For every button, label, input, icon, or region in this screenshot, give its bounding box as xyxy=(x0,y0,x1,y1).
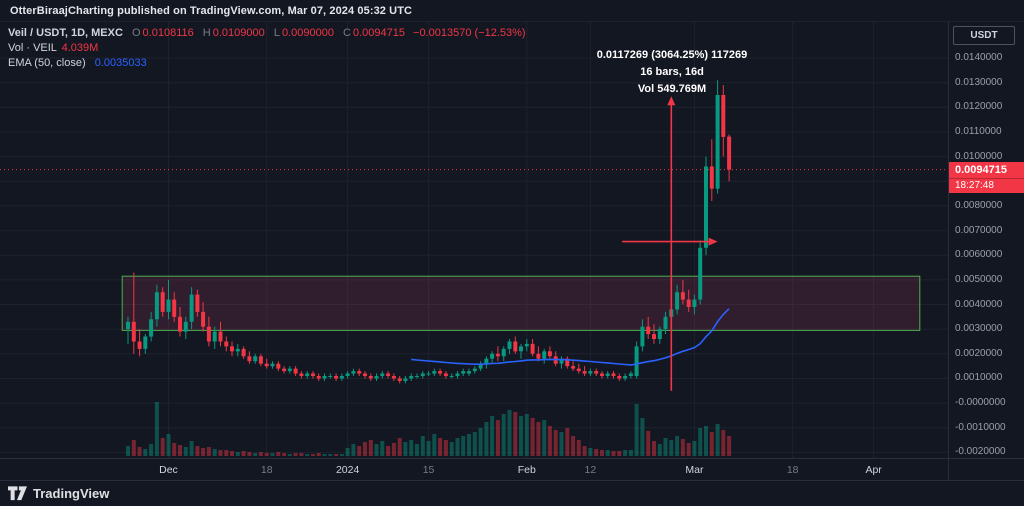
time-tick-label: Feb xyxy=(517,464,536,476)
close-value: 0.0094715 xyxy=(352,27,405,39)
currency-toggle-button[interactable]: USDT xyxy=(953,26,1015,45)
price-tick-label: 0.0010000 xyxy=(955,372,1003,384)
time-tick-label: 12 xyxy=(584,464,597,476)
candles xyxy=(126,80,732,384)
time-axis[interactable]: Dec 18 2024 15 Feb 12 Mar 18 Apr xyxy=(0,0,948,480)
measure-volume: Vol 549.769M xyxy=(637,83,707,95)
price-tick-label: 0.0130000 xyxy=(955,76,1003,88)
price-tick-label: 0.0060000 xyxy=(955,249,1003,261)
price-tick-label: 0.0110000 xyxy=(955,125,1002,137)
measure-bars-count: 16 bars, 16d xyxy=(640,66,704,78)
last-price-value: 0.0094715 xyxy=(955,163,1007,176)
price-tick-label: 0.0030000 xyxy=(955,323,1003,335)
price-tick-label: 0.0070000 xyxy=(955,224,1003,236)
price-tick-label: 0.0140000 xyxy=(955,52,1003,63)
price-tick-label: 0.0120000 xyxy=(955,101,1003,113)
price-tick-label: -0.0020000 xyxy=(955,446,1006,458)
tradingview-wordmark[interactable]: TradingView xyxy=(33,486,110,501)
measure-arrow xyxy=(667,96,676,391)
volume-bars xyxy=(126,402,732,456)
price-tick-label: 0.0080000 xyxy=(955,199,1003,211)
time-tick-label: Dec xyxy=(159,464,178,476)
volume-indicator-row[interactable]: Vol · VEIL 4.039M xyxy=(8,42,526,54)
price-tick-label: 0.0040000 xyxy=(955,298,1003,310)
price-tick-label: 0.0050000 xyxy=(955,273,1003,285)
rectangle-drawing xyxy=(121,275,921,331)
time-tick-label: 18 xyxy=(260,464,273,476)
time-axis-divider xyxy=(0,458,1024,459)
symbol-row[interactable]: Veil / USDT, 1D, MEXC O 0.0108116 H 0.0109… xyxy=(8,27,526,39)
ema-label: EMA (50, close) xyxy=(8,57,86,69)
last-price-badge: 0.0094715 18:27:48 xyxy=(949,161,1024,193)
open-value: 0.0108116 xyxy=(142,27,194,39)
horizontal-arrow xyxy=(622,237,718,246)
price-tick-label: -0.0000000 xyxy=(955,397,1006,409)
bar-countdown: 18:27:48 xyxy=(949,177,1024,193)
low-label: L xyxy=(273,27,280,39)
price-tick-label: 0.0100000 xyxy=(955,150,1003,162)
publish-info: OtterBiraajCharting published on Trading… xyxy=(10,4,413,17)
high-label: H xyxy=(202,27,211,39)
price-tick-label: 0.0020000 xyxy=(955,347,1003,359)
time-tick-label: Mar xyxy=(685,464,704,476)
price-tick-label: -0.0010000 xyxy=(955,421,1006,433)
measure-annotation[interactable]: 0.0117269 (3064.25%) 117269 16 bars, 16d… xyxy=(597,47,747,98)
publish-header: OtterBiraajCharting published on Trading… xyxy=(0,0,1024,22)
high-value: 0.0109000 xyxy=(212,27,265,39)
time-tick-label: 15 xyxy=(422,464,435,476)
footer-bar: TradingView xyxy=(0,480,1024,506)
ema-value: 0.0035033 xyxy=(94,57,147,69)
measure-price-change: 0.0117269 (3064.25%) 117269 xyxy=(596,49,748,61)
time-tick-label: 2024 xyxy=(335,464,360,476)
price-axis[interactable]: 0.0140000 0.0130000 0.0120000 0.0110000 0.01… xyxy=(955,0,1023,480)
ema-line xyxy=(411,308,730,366)
close-label: C xyxy=(343,27,351,39)
volume-label: Vol · VEIL xyxy=(8,42,57,54)
low-value: 0.0090000 xyxy=(281,27,334,39)
change-value: −0.0013570 (−12.53%) xyxy=(413,27,526,39)
time-tick-label: Apr xyxy=(865,464,882,476)
time-tick-label: 18 xyxy=(786,464,799,476)
price-axis-divider xyxy=(948,22,949,480)
ema-indicator-row[interactable]: EMA (50, close) 0.0035033 xyxy=(8,57,526,69)
volume-value: 4.039M xyxy=(61,42,99,54)
symbol-title: Veil / USDT, 1D, MEXC xyxy=(8,27,123,39)
tradingview-logo-icon[interactable] xyxy=(8,486,27,501)
chart-legend: Veil / USDT, 1D, MEXC O 0.0108116 H 0.0109… xyxy=(8,27,526,72)
open-label: O xyxy=(131,27,141,39)
